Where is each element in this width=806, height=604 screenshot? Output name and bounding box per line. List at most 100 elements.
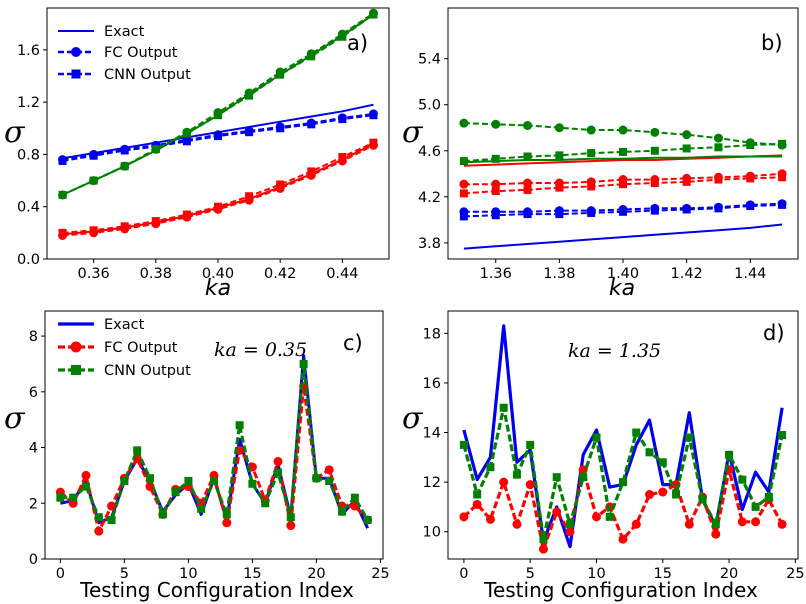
data-point-cnn-output bbox=[120, 476, 129, 485]
data-point-cnn-output bbox=[746, 174, 755, 183]
data-point-cnn-output bbox=[512, 470, 521, 479]
data-point-cnn-output bbox=[486, 463, 495, 472]
x-tick-label: 15 bbox=[243, 566, 261, 582]
data-point-cnn-output bbox=[555, 183, 564, 192]
panel-d-label: d) bbox=[763, 321, 785, 345]
y-tick-label: 5.0 bbox=[418, 98, 441, 114]
data-point-cnn-output bbox=[182, 129, 191, 138]
data-point-fc-output bbox=[737, 517, 747, 527]
y-tick-label: 16 bbox=[423, 376, 441, 392]
data-point-cnn-output bbox=[711, 520, 720, 529]
data-point-cnn-output bbox=[682, 205, 691, 214]
data-point-cnn-output bbox=[107, 515, 116, 524]
x-tick-label: 0.36 bbox=[77, 266, 109, 282]
data-point-cnn-output bbox=[338, 153, 347, 162]
data-point-cnn-output bbox=[307, 52, 316, 61]
data-point-fc-output bbox=[94, 526, 104, 536]
data-point-cnn-output bbox=[714, 204, 723, 213]
x-tick-label: 15 bbox=[654, 566, 672, 582]
data-point-cnn-output bbox=[120, 162, 129, 171]
data-point-cnn-output bbox=[778, 200, 787, 209]
series-line-cnn-output bbox=[463, 203, 783, 218]
series-line-exact bbox=[62, 143, 374, 236]
data-point-cnn-output bbox=[751, 502, 760, 511]
data-point-cnn-output bbox=[552, 473, 561, 482]
data-point-cnn-output bbox=[778, 139, 787, 148]
x-tick-label: 1.42 bbox=[670, 266, 702, 282]
x-tick-label: 0 bbox=[56, 566, 65, 582]
panel-c-frame bbox=[44, 310, 384, 560]
y-tick-label: 10 bbox=[423, 525, 441, 541]
data-point-cnn-output bbox=[325, 476, 334, 485]
data-point-cnn-output bbox=[89, 151, 98, 160]
data-point-cnn-output bbox=[151, 145, 160, 154]
data-point-cnn-output bbox=[459, 440, 468, 449]
y-tick-label: 6 bbox=[29, 385, 38, 401]
panel-d: 0 5 10 15 20 25 10 12 14 16 18 d) ka = 1.35 σ Test… bbox=[402, 310, 805, 602]
x-tick-label: 1.44 bbox=[734, 266, 766, 282]
legend-exact-label: Exact bbox=[104, 24, 145, 40]
data-point-cnn-output bbox=[369, 138, 378, 147]
data-point-cnn-output bbox=[672, 490, 681, 499]
x-tick-label: 20 bbox=[720, 566, 738, 582]
data-point-cnn-output bbox=[778, 173, 787, 182]
panel-b-frame bbox=[447, 7, 799, 260]
data-point-cnn-output bbox=[94, 513, 103, 522]
data-point-cnn-output bbox=[182, 137, 191, 146]
x-tick-label: 25 bbox=[786, 566, 804, 582]
data-point-cnn-output bbox=[214, 111, 222, 120]
data-point-fc-output bbox=[591, 512, 601, 522]
panel-b-label: b) bbox=[761, 31, 783, 55]
data-point-cnn-output bbox=[286, 513, 295, 522]
y-tick-label: 4.2 bbox=[418, 190, 441, 206]
data-point-fc-output bbox=[538, 544, 548, 554]
data-point-cnn-output bbox=[491, 154, 500, 163]
data-point-cnn-output bbox=[725, 450, 734, 459]
y-tick-label: 0.8 bbox=[17, 147, 40, 163]
data-point-cnn-output bbox=[473, 490, 482, 499]
data-point-cnn-output bbox=[307, 120, 316, 129]
series-line-cnn-output bbox=[463, 142, 783, 163]
data-point-cnn-output bbox=[276, 180, 285, 189]
data-point-cnn-output bbox=[778, 431, 787, 439]
panel-d-xlabel: Testing Configuration Index bbox=[483, 578, 758, 602]
data-point-cnn-output bbox=[619, 147, 627, 156]
x-tick-label: 5 bbox=[526, 566, 535, 582]
y-tick-label: 5.4 bbox=[418, 52, 441, 68]
data-point-cnn-output bbox=[526, 440, 535, 449]
y-tick-label: 0 bbox=[29, 552, 38, 568]
data-point-fc-output bbox=[273, 456, 283, 466]
y-tick-label: 0.0 bbox=[17, 252, 40, 268]
data-point-cnn-output bbox=[235, 421, 244, 430]
panel-d-frame bbox=[447, 310, 799, 560]
data-point-fc-output bbox=[525, 480, 535, 490]
panel-c-label: c) bbox=[343, 331, 363, 355]
data-point-cnn-output bbox=[312, 474, 321, 483]
panel-a-frame bbox=[46, 7, 390, 260]
panel-a-xlabel: ka bbox=[205, 276, 231, 301]
data-point-cnn-output bbox=[746, 202, 755, 211]
series-line-cnn-output bbox=[62, 141, 374, 234]
x-tick-label: 5 bbox=[120, 566, 129, 582]
x-tick-label: 1.36 bbox=[480, 266, 512, 282]
data-point-cnn-output bbox=[184, 476, 193, 485]
y-tick-label: 12 bbox=[423, 475, 441, 491]
data-point-fc-output bbox=[459, 118, 469, 128]
data-point-cnn-output bbox=[587, 208, 596, 217]
data-point-cnn-output bbox=[685, 433, 694, 442]
data-point-cnn-output bbox=[274, 468, 283, 477]
data-point-fc-output bbox=[586, 125, 596, 135]
data-point-fc-output bbox=[682, 130, 692, 140]
y-tick-label: 3.8 bbox=[418, 236, 441, 252]
data-point-cnn-output bbox=[605, 512, 614, 521]
data-point-cnn-output bbox=[338, 115, 347, 124]
data-point-fc-output bbox=[658, 487, 668, 497]
series-line-exact bbox=[463, 223, 783, 250]
panel-b-xlabel: ka bbox=[609, 276, 635, 301]
data-point-fc-output bbox=[459, 512, 469, 522]
legend-cnn-marker bbox=[71, 69, 81, 79]
y-tick-label: 8 bbox=[29, 329, 38, 345]
data-point-fc-output bbox=[523, 178, 533, 188]
data-point-fc-output bbox=[499, 477, 509, 487]
